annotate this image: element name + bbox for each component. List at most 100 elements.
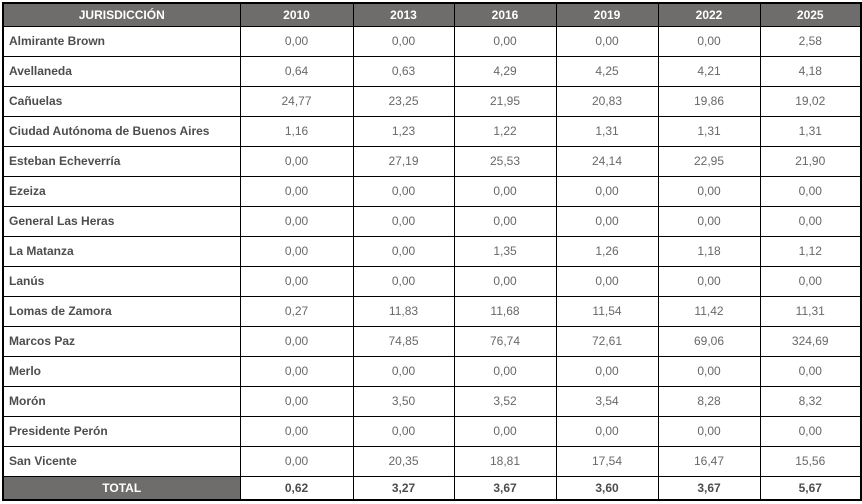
row-label: Almirante Brown [2,25,241,57]
row-label: San Vicente [2,445,241,477]
value-cell: 16,47 [657,445,761,477]
value-cell: 19,02 [759,85,862,117]
total-label: TOTAL [2,475,241,501]
value-cell: 25,53 [453,145,557,177]
value-cell: 11,68 [453,295,557,327]
value-cell: 0,00 [759,265,862,297]
value-cell: 20,35 [352,445,455,477]
row-label: Ciudad Autónoma de Buenos Aires [2,115,241,147]
table-row: La Matanza 0,00 0,00 1,35 1,26 1,18 1,12 [2,235,862,267]
value-cell: 0,00 [657,355,761,387]
value-cell: 0,00 [453,355,557,387]
value-cell: 4,18 [759,55,862,87]
row-label: Lomas de Zamora [2,295,241,327]
row-label: Morón [2,385,241,417]
value-cell: 0,63 [352,55,455,87]
value-cell: 0,00 [759,205,862,237]
value-cell: 11,42 [657,295,761,327]
value-cell: 0,00 [352,205,455,237]
value-cell: 4,29 [453,55,557,87]
value-cell: 0,00 [555,205,659,237]
value-cell: 0,64 [239,55,354,87]
table-body: Almirante Brown 0,00 0,00 0,00 0,00 0,00 2,58 A… [2,25,862,477]
row-label: Ezeiza [2,175,241,207]
value-cell: 3,50 [352,385,455,417]
table-row: Almirante Brown 0,00 0,00 0,00 0,00 0,00 2,58 [2,25,862,57]
row-label: La Matanza [2,235,241,267]
value-cell: 0,00 [352,25,455,57]
table-row: Lanús 0,00 0,00 0,00 0,00 0,00 0,00 [2,265,862,297]
table-row: Avellaneda 0,64 0,63 4,29 4,25 4,21 4,18 [2,55,862,87]
value-cell: 24,14 [555,145,659,177]
value-cell: 0,00 [759,355,862,387]
value-cell: 0,00 [239,265,354,297]
value-cell: 1,31 [759,115,862,147]
value-cell: 15,56 [759,445,862,477]
header-year-2025: 2025 [759,2,862,27]
value-cell: 21,95 [453,85,557,117]
table-row: Ciudad Autónoma de Buenos Aires 1,16 1,23 1… [2,115,862,147]
value-cell: 8,28 [657,385,761,417]
value-cell: 76,74 [453,325,557,357]
row-label: General Las Heras [2,205,241,237]
value-cell: 1,31 [657,115,761,147]
header-year-2022: 2022 [657,2,761,27]
value-cell: 0,00 [239,175,354,207]
total-value-cell: 3,67 [657,475,761,501]
value-cell: 1,12 [759,235,862,267]
value-cell: 1,18 [657,235,761,267]
value-cell: 0,00 [453,415,557,447]
header-year-2019: 2019 [555,2,659,27]
header-year-2013: 2013 [352,2,455,27]
total-value-cell: 0,62 [239,475,354,501]
value-cell: 0,00 [555,355,659,387]
value-cell: 18,81 [453,445,557,477]
total-value-cell: 3,60 [555,475,659,501]
value-cell: 11,83 [352,295,455,327]
value-cell: 3,52 [453,385,557,417]
value-cell: 72,61 [555,325,659,357]
value-cell: 0,00 [352,265,455,297]
value-cell: 0,00 [239,385,354,417]
row-label: Avellaneda [2,55,241,87]
table-header-row: JURISDICCIÓN 2010 2013 2016 2019 2022 2025 [2,2,862,27]
value-cell: 1,35 [453,235,557,267]
value-cell: 19,86 [657,85,761,117]
total-value-cell: 3,67 [453,475,557,501]
value-cell: 21,90 [759,145,862,177]
total-row: TOTAL 0,62 3,27 3,67 3,60 3,67 5,67 [2,475,862,501]
value-cell: 0,00 [555,175,659,207]
value-cell: 4,25 [555,55,659,87]
value-cell: 11,54 [555,295,659,327]
table-row: Marcos Paz 0,00 74,85 76,74 72,61 69,06 324,69 [2,325,862,357]
row-label: Presidente Perón [2,415,241,447]
header-jurisdiccion: JURISDICCIÓN [2,2,241,27]
value-cell: 23,25 [352,85,455,117]
value-cell: 0,00 [453,25,557,57]
table-row: Morón 0,00 3,50 3,52 3,54 8,28 8,32 [2,385,862,417]
value-cell: 0,00 [555,265,659,297]
value-cell: 0,00 [239,235,354,267]
value-cell: 0,00 [657,265,761,297]
value-cell: 0,00 [453,175,557,207]
value-cell: 0,00 [657,415,761,447]
value-cell: 1,26 [555,235,659,267]
header-year-2010: 2010 [239,2,354,27]
value-cell: 20,83 [555,85,659,117]
value-cell: 17,54 [555,445,659,477]
value-cell: 0,00 [657,205,761,237]
value-cell: 0,00 [759,175,862,207]
value-cell: 11,31 [759,295,862,327]
row-label: Merlo [2,355,241,387]
value-cell: 4,21 [657,55,761,87]
value-cell: 0,00 [239,445,354,477]
value-cell: 0,00 [239,145,354,177]
value-cell: 0,00 [453,265,557,297]
total-value-cell: 3,27 [352,475,455,501]
value-cell: 1,22 [453,115,557,147]
table-row: Cañuelas 24,77 23,25 21,95 20,83 19,86 19,02 [2,85,862,117]
value-cell: 1,31 [555,115,659,147]
value-cell: 0,00 [239,25,354,57]
